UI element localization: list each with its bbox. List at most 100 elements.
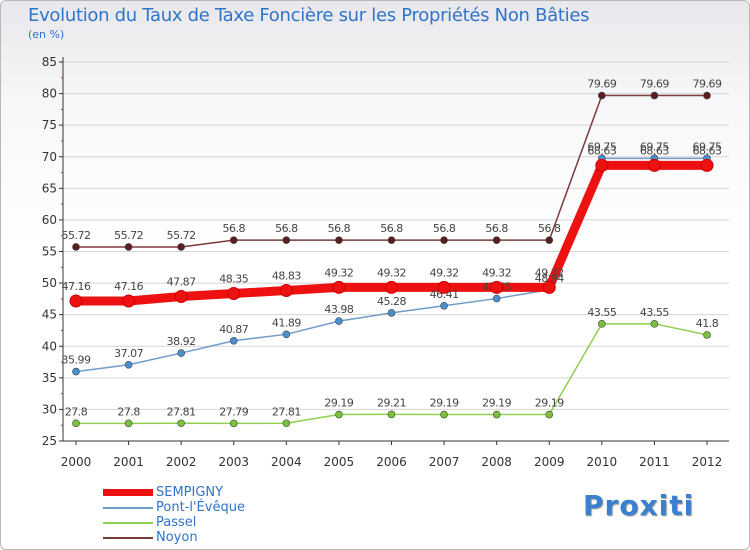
- data-label-sempigny: 47.87: [167, 276, 196, 289]
- data-label-pont-l-v-que: 38.92: [167, 335, 196, 348]
- y-tick-label: 60: [42, 213, 57, 227]
- data-point-sempigny: [648, 159, 660, 171]
- data-point-passel: [388, 411, 395, 418]
- data-label-noyon: 55.72: [114, 229, 143, 242]
- data-point-noyon: [441, 237, 448, 244]
- data-label-noyon: 56.8: [433, 222, 456, 235]
- x-tick-label: 2006: [376, 455, 407, 469]
- data-point-sempigny: [386, 281, 398, 293]
- data-label-noyon: 56.8: [223, 222, 246, 235]
- y-tick-label: 75: [42, 118, 57, 132]
- x-tick-label: 2003: [218, 455, 249, 469]
- data-label-pont-l-v-que: 43.98: [324, 303, 353, 316]
- y-tick-label: 30: [42, 402, 57, 416]
- data-label-noyon: 79.69: [640, 78, 669, 91]
- data-point-passel: [230, 420, 237, 427]
- data-label-noyon: 56.8: [538, 222, 561, 235]
- y-tick-label: 70: [42, 150, 57, 164]
- data-point-passel: [283, 420, 290, 427]
- data-point-passel: [546, 411, 553, 418]
- data-point-passel: [441, 411, 448, 418]
- legend-swatch-sempigny: [103, 489, 153, 496]
- data-point-noyon: [230, 237, 237, 244]
- data-label-passel: 27.81: [272, 405, 301, 418]
- data-point-sempigny: [438, 281, 450, 293]
- data-label-noyon: 56.8: [485, 222, 508, 235]
- data-point-sempigny: [175, 291, 187, 303]
- data-point-pont-l-v-que: [493, 295, 500, 302]
- x-tick-label: 2012: [692, 455, 723, 469]
- legend-swatch-noyon: [103, 537, 153, 539]
- data-label-sempigny: 47.16: [62, 280, 91, 293]
- data-label-noyon: 55.72: [167, 229, 196, 242]
- data-label-noyon: 56.8: [275, 222, 298, 235]
- data-point-passel: [125, 420, 132, 427]
- data-point-passel: [493, 411, 500, 418]
- data-label-sempigny: 49.32: [482, 266, 511, 279]
- data-label-passel: 29.19: [482, 397, 511, 410]
- data-point-noyon: [493, 237, 500, 244]
- data-label-sempigny: 48.35: [219, 273, 248, 286]
- data-label-noyon: 79.69: [587, 78, 616, 91]
- legend-label-passel: Passel: [156, 515, 196, 530]
- line-chart: 253035404550556065707580852000 2001 2002 20…: [1, 1, 750, 550]
- data-label-pont-l-v-que: 41.89: [272, 316, 301, 329]
- x-tick-label: 2002: [166, 455, 197, 469]
- legend-label-noyon: Noyon: [156, 530, 198, 545]
- data-point-sempigny: [228, 288, 240, 300]
- data-label-noyon: 79.69: [693, 78, 722, 91]
- legend-swatch-pont-l-eveque: [103, 507, 153, 509]
- data-point-pont-l-v-que: [178, 350, 185, 357]
- data-point-noyon: [178, 243, 185, 250]
- x-tick-label: 2007: [429, 455, 460, 469]
- data-label-pont-l-v-que: 45.28: [377, 295, 406, 308]
- data-label-sempigny: 49.32: [377, 266, 406, 279]
- data-label-sempigny: 47.16: [114, 280, 143, 293]
- data-point-sempigny: [70, 295, 82, 307]
- data-label-passel: 43.55: [587, 306, 616, 319]
- y-tick-label: 45: [42, 308, 57, 322]
- data-label-pont-l-v-que: 40.87: [219, 323, 248, 336]
- x-tick-label: 2000: [61, 455, 92, 469]
- data-label-sempigny: 48.83: [272, 269, 301, 282]
- proxiti-logo: Proxiti: [583, 489, 694, 522]
- data-label-passel: 29.19: [430, 397, 459, 410]
- data-point-noyon: [651, 92, 658, 99]
- legend-label-pont-l-eveque: Pont-l'Évêque: [156, 500, 245, 515]
- data-point-pont-l-v-que: [441, 302, 448, 309]
- data-label-sempigny: 49.32: [430, 266, 459, 279]
- y-tick-label: 40: [42, 339, 57, 353]
- y-tick-label: 55: [42, 245, 57, 259]
- y-tick-label: 80: [42, 87, 57, 101]
- data-point-noyon: [73, 243, 80, 250]
- data-label-passel: 29.19: [324, 397, 353, 410]
- data-point-sempigny: [333, 281, 345, 293]
- data-point-noyon: [335, 237, 342, 244]
- data-label-passel: 29.21: [377, 396, 406, 409]
- y-tick-label: 50: [42, 276, 57, 290]
- data-point-sempigny: [596, 159, 608, 171]
- y-tick-label: 25: [42, 434, 57, 448]
- chart-frame: Evolution du Taux de Taxe Foncière sur l…: [0, 0, 750, 550]
- data-point-passel: [335, 411, 342, 418]
- data-point-sempigny: [543, 281, 555, 293]
- x-tick-label: 2001: [113, 455, 144, 469]
- data-label-pont-l-v-que: 37.07: [114, 347, 143, 360]
- data-point-noyon: [125, 243, 132, 250]
- data-point-noyon: [598, 92, 605, 99]
- data-point-noyon: [546, 237, 553, 244]
- x-tick-label: 2011: [639, 455, 670, 469]
- data-point-sempigny: [123, 295, 135, 307]
- data-label-pont-l-v-que: 35.99: [62, 354, 91, 367]
- x-tick-label: 2008: [481, 455, 512, 469]
- legend-swatch-passel: [103, 522, 153, 524]
- data-label-passel: 43.55: [640, 306, 669, 319]
- data-point-noyon: [388, 237, 395, 244]
- legend-label-sempigny: SEMPIGNY: [156, 485, 223, 500]
- x-tick-label: 2010: [587, 455, 618, 469]
- data-label-sempigny: 68.63: [640, 144, 669, 157]
- data-label-passel: 29.19: [535, 397, 564, 410]
- x-tick-label: 2005: [324, 455, 355, 469]
- data-label-noyon: 56.8: [328, 222, 351, 235]
- data-point-sempigny: [491, 281, 503, 293]
